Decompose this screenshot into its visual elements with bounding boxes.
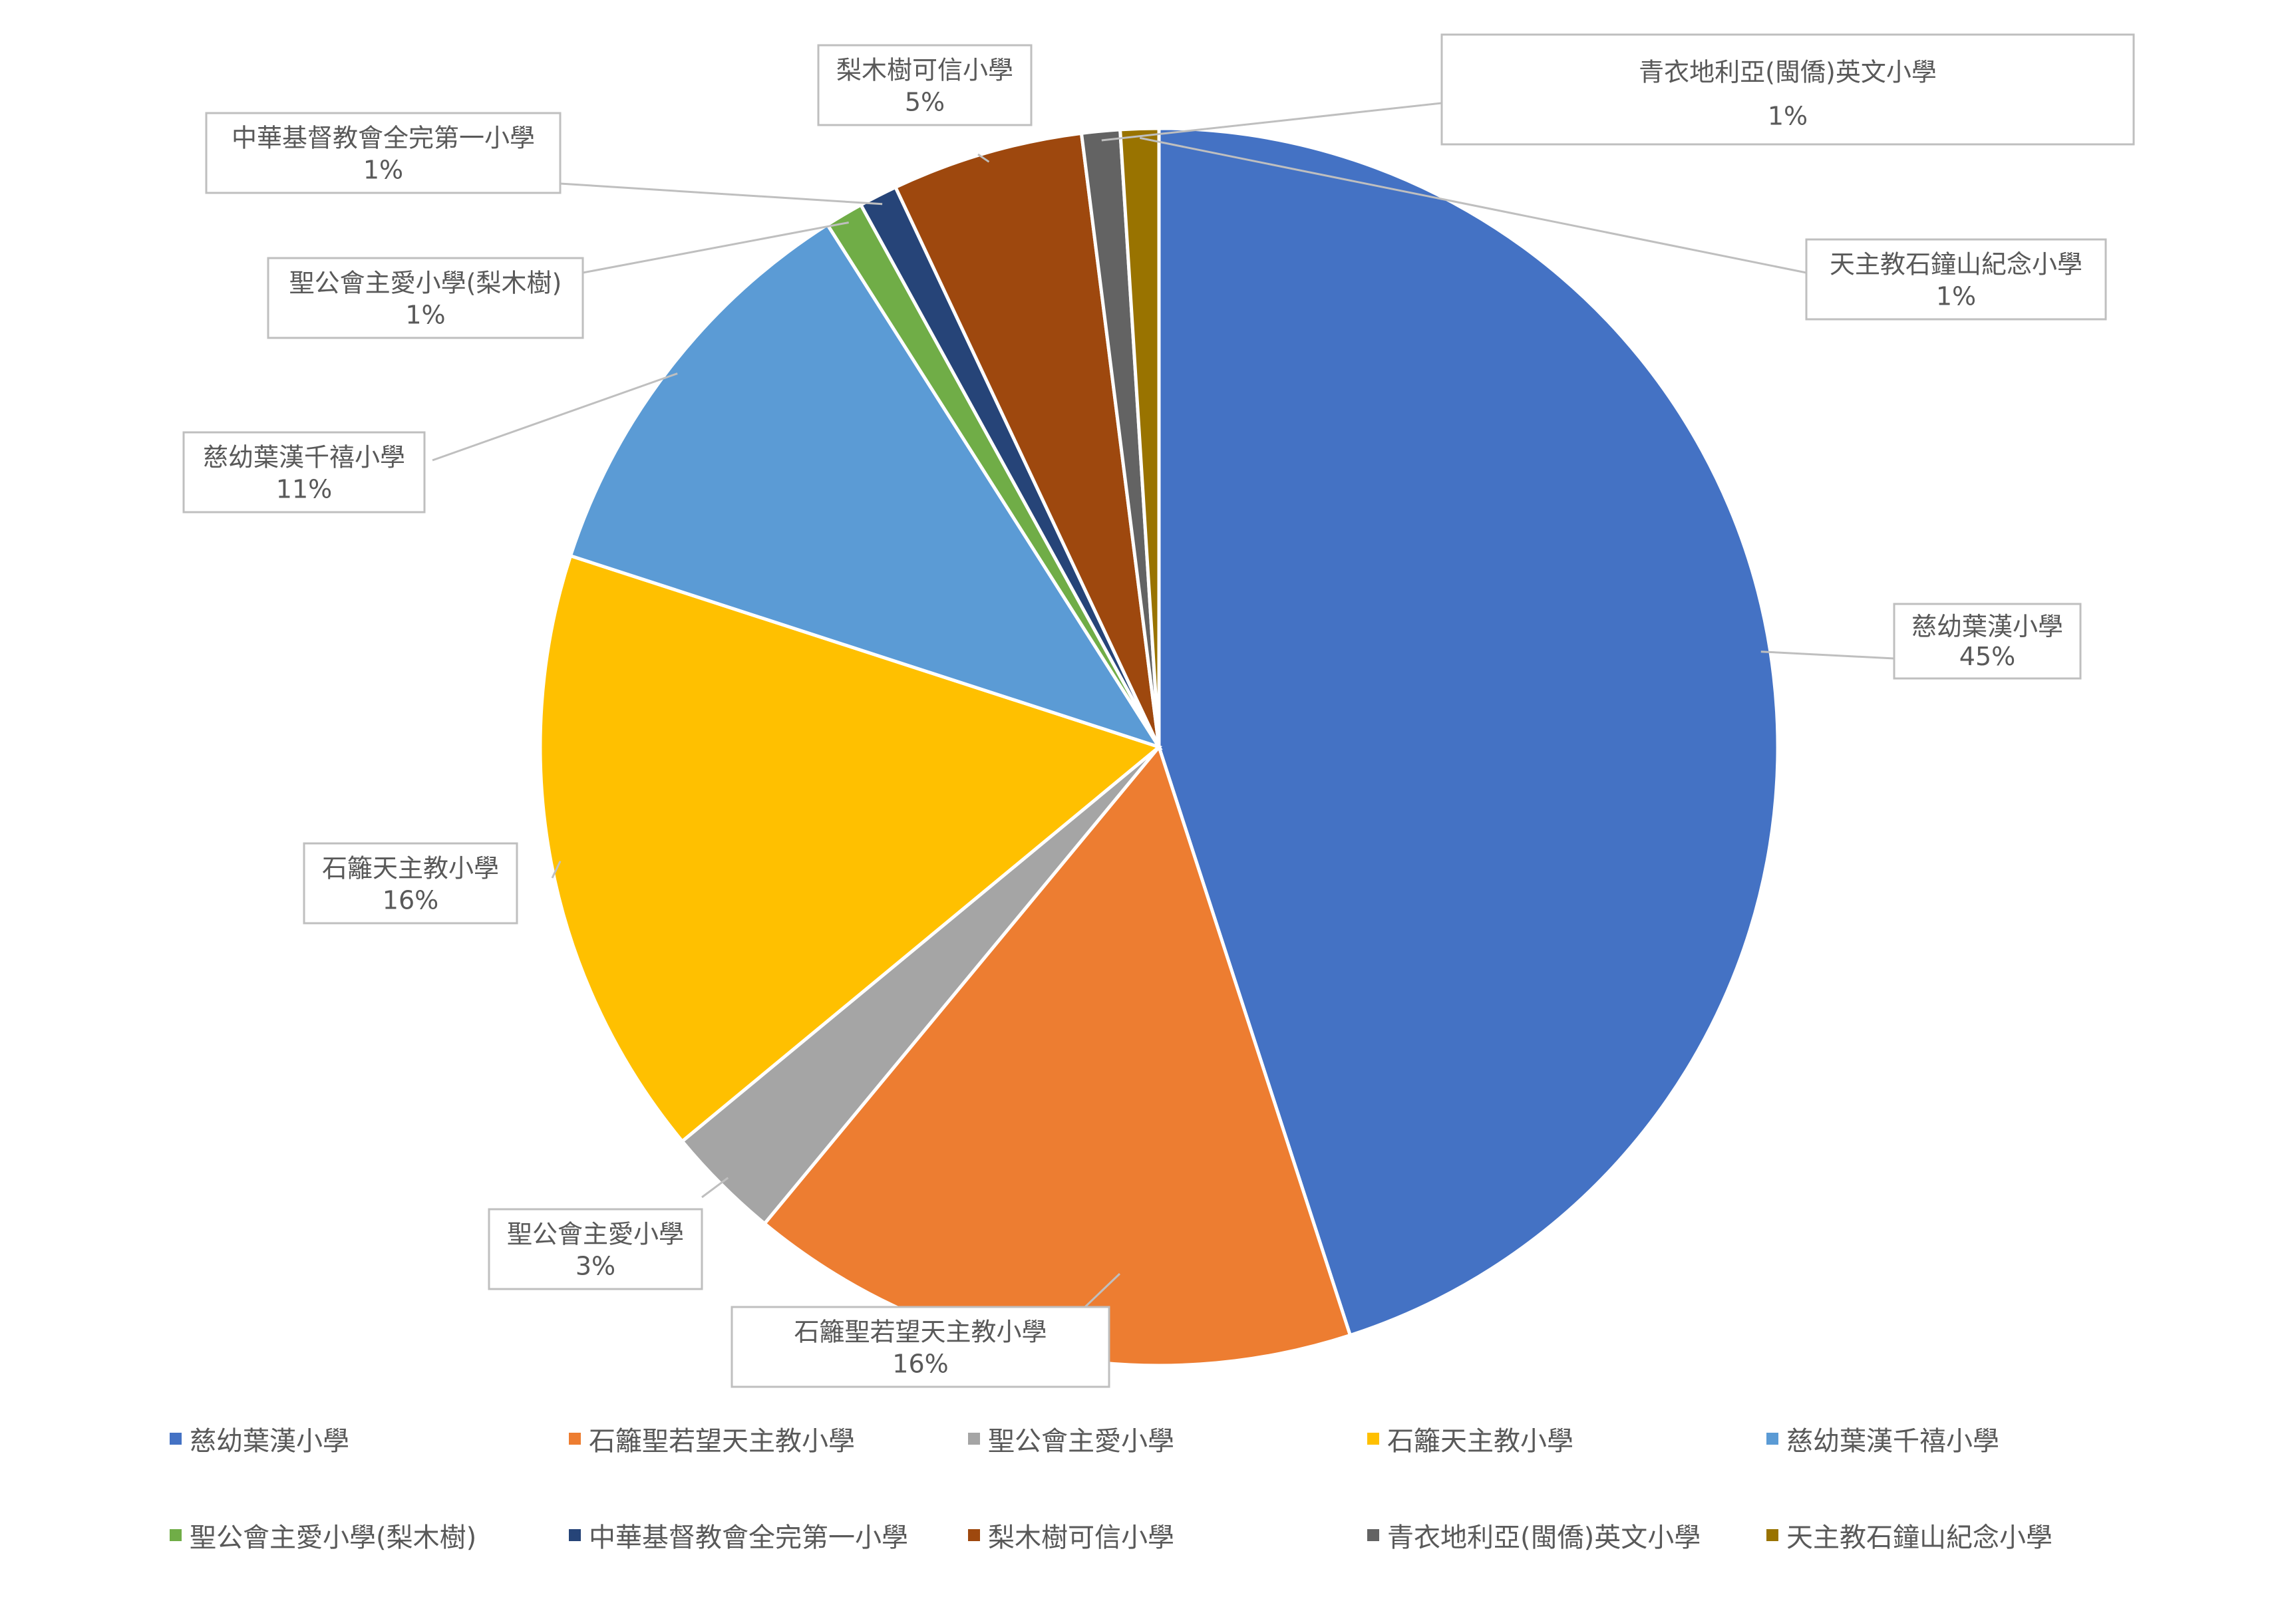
- data-label-name: 慈幼葉漢小學: [1911, 612, 2063, 641]
- legend-entry-label: 石籬聖若望天主教小學: [589, 1426, 855, 1457]
- data-label-box: [303, 842, 518, 925]
- data-label-percent: 5%: [905, 87, 945, 116]
- leader-line: [1139, 136, 1807, 274]
- leader-line: [551, 861, 562, 879]
- legend-entry-label: 天主教石鐘山紀念小學: [1786, 1523, 2052, 1553]
- legend-entry-label: 聖公會主愛小學: [988, 1426, 1174, 1457]
- legend: 慈幼葉漢小學 石籬聖若望天主教小學 聖公會主愛小學 石籬天主教小學 慈幼葉漢千禧小學聖公…: [170, 1426, 2052, 1553]
- pie-slices: [538, 126, 1780, 1368]
- data-label-percent: 1%: [1936, 281, 1976, 311]
- data-label-percent: 1%: [363, 155, 403, 184]
- legend-swatch: [1367, 1433, 1379, 1445]
- leader-line: [977, 153, 990, 163]
- pie-slice: [1157, 126, 1780, 1338]
- data-label-box: [1893, 603, 2082, 680]
- legend-entry-label: 石籬天主教小學: [1387, 1426, 1573, 1457]
- data-label-name: 聖公會主愛小學: [507, 1219, 684, 1248]
- leader-line: [1760, 651, 1895, 660]
- legend-swatch: [1766, 1529, 1778, 1541]
- data-label-name: 聖公會主愛小學(梨木樹): [289, 268, 562, 297]
- leader-lines: [432, 102, 1895, 1346]
- data-label-box: [731, 1306, 1110, 1388]
- legend-swatch: [569, 1529, 581, 1541]
- legend-swatch: [1367, 1529, 1379, 1541]
- data-label-name: 中華基督教會全完第一小學: [232, 123, 535, 152]
- data-label-box: [1805, 238, 2107, 321]
- data-label-percent: 16%: [383, 885, 438, 915]
- data-label-box: [205, 112, 562, 194]
- data-label-percent: 1%: [405, 300, 445, 329]
- data-label-percent: 45%: [1959, 642, 2015, 671]
- pie-slice: [893, 131, 1161, 748]
- data-label-box: [488, 1208, 703, 1290]
- data-label-name: 石籬天主教小學: [322, 853, 499, 883]
- leader-line: [560, 182, 883, 206]
- leader-line: [432, 372, 678, 462]
- data-label-box: [1440, 33, 2135, 146]
- legend-entry-label: 梨木樹可信小學: [988, 1523, 1174, 1553]
- data-label-name: 天主教石鐘山紀念小學: [1830, 249, 2082, 279]
- pie-slice: [1118, 126, 1161, 748]
- data-label-name: 慈幼葉漢千禧小學: [203, 442, 405, 472]
- legend-swatch: [170, 1433, 182, 1445]
- legend-swatch: [968, 1433, 980, 1445]
- legend-swatch: [170, 1529, 182, 1541]
- leader-line: [1101, 102, 1442, 142]
- legend-entry-label: 慈幼葉漢千禧小學: [1786, 1426, 1999, 1457]
- legend-entry-label: 慈幼葉漢小學: [190, 1426, 349, 1457]
- legend-swatch: [1766, 1433, 1778, 1445]
- data-label-percent: 11%: [276, 474, 332, 504]
- legend-entry-label: 聖公會主愛小學(梨木樹): [190, 1523, 476, 1553]
- legend-swatch: [569, 1433, 581, 1445]
- pie-slice: [568, 222, 1163, 750]
- data-label-box: [182, 431, 426, 513]
- data-label-name: 青衣地利亞(閩僑)英文小學: [1639, 57, 1937, 86]
- legend-entry-label: 中華基督教會全完第一小學: [589, 1523, 908, 1553]
- leader-line: [582, 221, 849, 274]
- legend-swatch: [968, 1529, 980, 1541]
- data-label-box: [817, 44, 1033, 126]
- data-label-percent: 16%: [892, 1349, 948, 1378]
- leader-line: [701, 1177, 729, 1199]
- data-labels: 慈幼葉漢小學45%石籬聖若望天主教小學16%聖公會主愛小學3%石籬天主教小學16…: [182, 33, 2135, 1388]
- data-label-name: 石籬聖若望天主教小學: [794, 1317, 1047, 1346]
- data-label-percent: 3%: [575, 1251, 615, 1280]
- data-label-box: [267, 257, 584, 339]
- data-label-name: 梨木樹可信小學: [836, 55, 1013, 84]
- legend-entry-label: 青衣地利亞(閩僑)英文小學: [1387, 1523, 1701, 1553]
- data-label-percent: 1%: [1768, 101, 1808, 130]
- pie-slice: [538, 553, 1163, 1144]
